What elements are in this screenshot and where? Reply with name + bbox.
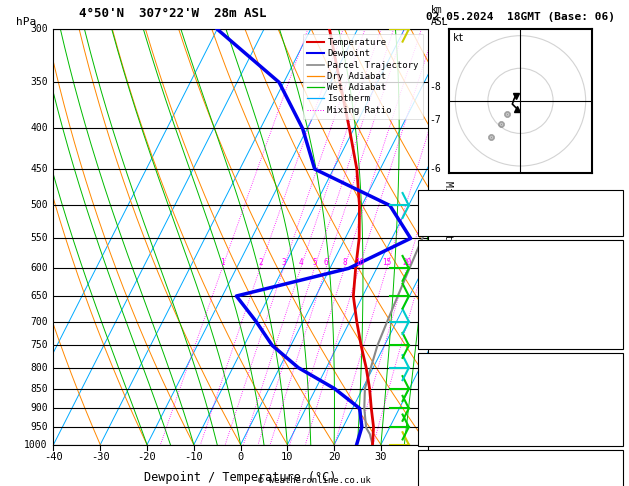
Text: 30: 30 bbox=[608, 192, 620, 202]
Text: Dewpoint / Temperature (°C): Dewpoint / Temperature (°C) bbox=[145, 470, 337, 484]
Text: 38: 38 bbox=[608, 208, 620, 218]
Text: -40: -40 bbox=[44, 452, 63, 462]
Text: 8: 8 bbox=[342, 258, 347, 267]
Text: 800: 800 bbox=[30, 363, 48, 373]
Text: 550: 550 bbox=[30, 233, 48, 243]
Text: 6: 6 bbox=[324, 258, 328, 267]
Text: 850: 850 bbox=[30, 383, 48, 394]
Text: -4: -4 bbox=[608, 402, 620, 412]
Text: 18: 18 bbox=[608, 484, 620, 486]
Text: © weatheronline.co.uk: © weatheronline.co.uk bbox=[258, 476, 371, 485]
Text: -20: -20 bbox=[138, 452, 157, 462]
Text: 700: 700 bbox=[30, 316, 48, 327]
Text: 600: 600 bbox=[30, 263, 48, 274]
Text: 750: 750 bbox=[30, 340, 48, 350]
Text: -3: -3 bbox=[430, 315, 442, 325]
Text: 24.8: 24.8 bbox=[597, 274, 620, 284]
Text: Surface: Surface bbox=[500, 243, 541, 253]
Text: -4: -4 bbox=[608, 305, 620, 315]
Text: 15: 15 bbox=[382, 258, 392, 267]
Text: 10: 10 bbox=[355, 258, 364, 267]
Text: 3: 3 bbox=[281, 258, 286, 267]
Text: Temp (°C): Temp (°C) bbox=[421, 259, 474, 268]
Text: 40: 40 bbox=[421, 452, 434, 462]
Text: kt: kt bbox=[453, 34, 465, 43]
Text: Lifted Index: Lifted Index bbox=[421, 305, 492, 315]
Text: -7: -7 bbox=[430, 115, 442, 125]
Text: 1165: 1165 bbox=[597, 418, 620, 428]
Text: 0: 0 bbox=[238, 452, 243, 462]
Text: 1000: 1000 bbox=[25, 440, 48, 450]
Text: θₑ (K): θₑ (K) bbox=[421, 387, 457, 397]
Text: 500: 500 bbox=[30, 200, 48, 210]
Text: 450: 450 bbox=[30, 164, 48, 174]
Text: LCL: LCL bbox=[430, 423, 446, 432]
Text: Lifted Index: Lifted Index bbox=[421, 402, 492, 412]
Text: 1008: 1008 bbox=[597, 371, 620, 381]
Text: -5: -5 bbox=[430, 210, 442, 221]
Text: -10: -10 bbox=[184, 452, 203, 462]
Text: 0: 0 bbox=[615, 434, 620, 443]
Text: 2: 2 bbox=[258, 258, 263, 267]
Text: km
ASL: km ASL bbox=[431, 5, 448, 27]
Legend: Temperature, Dewpoint, Parcel Trajectory, Dry Adiabat, Wet Adiabat, Isotherm, Mi: Temperature, Dewpoint, Parcel Trajectory… bbox=[303, 34, 423, 119]
Text: 16: 16 bbox=[608, 469, 620, 478]
Text: Dewp (°C): Dewp (°C) bbox=[421, 274, 474, 284]
Text: 650: 650 bbox=[30, 291, 48, 301]
Text: CIN (J): CIN (J) bbox=[421, 434, 462, 443]
Text: 4°50'N  307°22'W  28m ASL: 4°50'N 307°22'W 28m ASL bbox=[79, 7, 266, 20]
Text: Hodograph: Hodograph bbox=[494, 453, 547, 463]
Text: 25: 25 bbox=[418, 258, 428, 267]
Text: PW (cm): PW (cm) bbox=[421, 224, 462, 233]
Text: CAPE (J): CAPE (J) bbox=[421, 418, 469, 428]
Text: 5: 5 bbox=[313, 258, 317, 267]
Text: 5.13: 5.13 bbox=[597, 224, 620, 233]
Text: 950: 950 bbox=[30, 422, 48, 432]
Text: 10: 10 bbox=[281, 452, 294, 462]
Text: 900: 900 bbox=[30, 403, 48, 413]
Text: 02.05.2024  18GMT (Base: 06): 02.05.2024 18GMT (Base: 06) bbox=[426, 12, 615, 22]
Text: 20: 20 bbox=[328, 452, 340, 462]
Text: -4: -4 bbox=[430, 266, 442, 276]
Text: 1165: 1165 bbox=[597, 321, 620, 330]
Text: -30: -30 bbox=[91, 452, 109, 462]
Text: 400: 400 bbox=[30, 123, 48, 134]
Text: 350: 350 bbox=[30, 77, 48, 87]
Text: 28.2: 28.2 bbox=[597, 259, 620, 268]
Text: -1: -1 bbox=[430, 402, 442, 413]
Text: Mixing Ratio (g/kg): Mixing Ratio (g/kg) bbox=[443, 181, 453, 293]
Text: θₑ(K): θₑ(K) bbox=[421, 290, 451, 299]
Text: 358: 358 bbox=[603, 290, 620, 299]
Text: Totals Totals: Totals Totals bbox=[421, 208, 498, 218]
Text: -2: -2 bbox=[430, 361, 442, 370]
Text: CIN (J): CIN (J) bbox=[421, 336, 462, 346]
Text: 4: 4 bbox=[299, 258, 303, 267]
Text: 20: 20 bbox=[403, 258, 412, 267]
Text: EH: EH bbox=[421, 469, 433, 478]
Text: SREH: SREH bbox=[421, 484, 445, 486]
Text: CAPE (J): CAPE (J) bbox=[421, 321, 469, 330]
Text: K: K bbox=[421, 192, 427, 202]
Text: 0: 0 bbox=[615, 336, 620, 346]
Text: hPa: hPa bbox=[16, 17, 36, 27]
Text: Pressure (mb): Pressure (mb) bbox=[421, 371, 498, 381]
Text: -6: -6 bbox=[430, 164, 442, 174]
Text: 300: 300 bbox=[30, 24, 48, 34]
Text: 30: 30 bbox=[375, 452, 387, 462]
Text: Most Unstable: Most Unstable bbox=[482, 356, 559, 365]
Text: 358: 358 bbox=[603, 387, 620, 397]
Text: -8: -8 bbox=[430, 82, 442, 92]
Text: 1: 1 bbox=[220, 258, 225, 267]
